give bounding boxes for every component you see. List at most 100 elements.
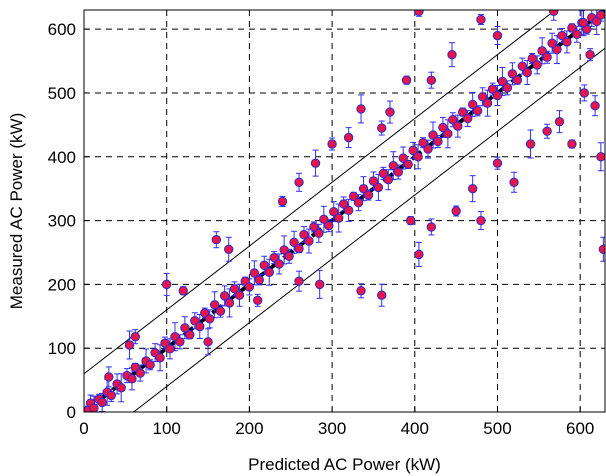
data-point (324, 220, 334, 231)
data-point (135, 368, 145, 378)
data-point (310, 158, 321, 168)
data-point (467, 99, 478, 110)
data-point (124, 340, 135, 350)
x-tick-label: 100 (153, 419, 181, 438)
data-point (476, 215, 486, 226)
data-point (532, 60, 542, 70)
data-point (259, 260, 269, 270)
data-point (578, 18, 589, 28)
data-point (401, 75, 412, 85)
data-point (269, 252, 279, 263)
y-tick-label: 600 (48, 20, 76, 39)
x-tick-label: 400 (401, 419, 429, 438)
data-point (195, 321, 205, 332)
data-point (482, 98, 493, 108)
data-point (497, 76, 508, 87)
data-point (343, 205, 354, 216)
data-point (356, 286, 366, 296)
y-axis-title: Measured AC Power (kW) (7, 113, 26, 310)
data-point (244, 282, 255, 292)
x-tick-label: 600 (566, 419, 594, 438)
data-point (185, 330, 195, 340)
data-point (517, 61, 528, 71)
data-point (229, 284, 240, 294)
data-point (378, 168, 389, 179)
data-point (413, 152, 423, 162)
data-point (343, 132, 354, 143)
data-point (525, 139, 536, 149)
data-point (542, 52, 552, 62)
axis-ticks: 0 100 200 300 400 500 600 0 100 200 300 400 500 600 (48, 20, 595, 438)
data-point (572, 29, 582, 39)
data-point (299, 229, 309, 240)
data-point (294, 177, 304, 187)
data-point (249, 268, 260, 278)
y-tick-label: 100 (48, 339, 76, 358)
data-point (358, 183, 369, 194)
data-point (309, 222, 319, 232)
data-point (388, 160, 398, 171)
x-tick-label: 200 (235, 419, 263, 438)
data-point (598, 244, 605, 254)
data-point (557, 30, 567, 41)
bound-reference-line (132, 47, 605, 412)
data-point (385, 107, 395, 117)
data-point (476, 14, 486, 25)
data-point (418, 138, 428, 148)
data-point (348, 191, 359, 202)
data-point (338, 199, 349, 209)
data-point (106, 390, 116, 401)
data-point (463, 113, 473, 124)
data-point (205, 314, 215, 324)
data-point (165, 344, 175, 354)
data-point (502, 83, 513, 93)
data-point (433, 136, 443, 147)
data-point (426, 75, 437, 85)
data-point (438, 122, 448, 133)
data-point (403, 159, 413, 170)
data-point (284, 251, 294, 262)
data-point (353, 198, 364, 208)
data-point (453, 121, 463, 131)
bound-reference-line (84, 10, 557, 375)
data-point (203, 337, 213, 347)
data-point (211, 235, 222, 245)
data-point (104, 372, 114, 382)
x-tick-label: 0 (79, 419, 88, 438)
data-point (314, 228, 324, 239)
data-point (414, 10, 424, 16)
data-point (512, 75, 523, 85)
data-point (448, 115, 458, 125)
plot-frame (83, 9, 606, 413)
data-point (294, 243, 304, 254)
data-point (97, 397, 107, 408)
data-point (393, 167, 403, 177)
data-point (472, 106, 483, 116)
data-point (443, 129, 453, 139)
data-point (405, 215, 416, 226)
data-point (377, 123, 387, 133)
data-point (289, 237, 299, 247)
data-point (368, 176, 379, 186)
data-point (547, 38, 557, 48)
y-tick-label: 300 (48, 212, 76, 231)
data-point (252, 295, 263, 306)
data-point (89, 403, 99, 412)
data-point (209, 300, 220, 310)
data-point (145, 360, 155, 370)
y-tick-label: 0 (67, 403, 76, 422)
data-point (579, 88, 590, 98)
data-point (596, 10, 605, 20)
grid-lines (84, 10, 605, 412)
data-point (467, 183, 478, 194)
data-point (304, 236, 314, 246)
data-point (224, 244, 234, 254)
data-point (549, 10, 559, 16)
data-point (234, 290, 245, 300)
data-point (356, 104, 366, 114)
data-point (567, 139, 577, 149)
data-point (294, 276, 304, 286)
data-point (408, 145, 418, 156)
data-point (423, 144, 433, 154)
data-points (84, 10, 605, 412)
